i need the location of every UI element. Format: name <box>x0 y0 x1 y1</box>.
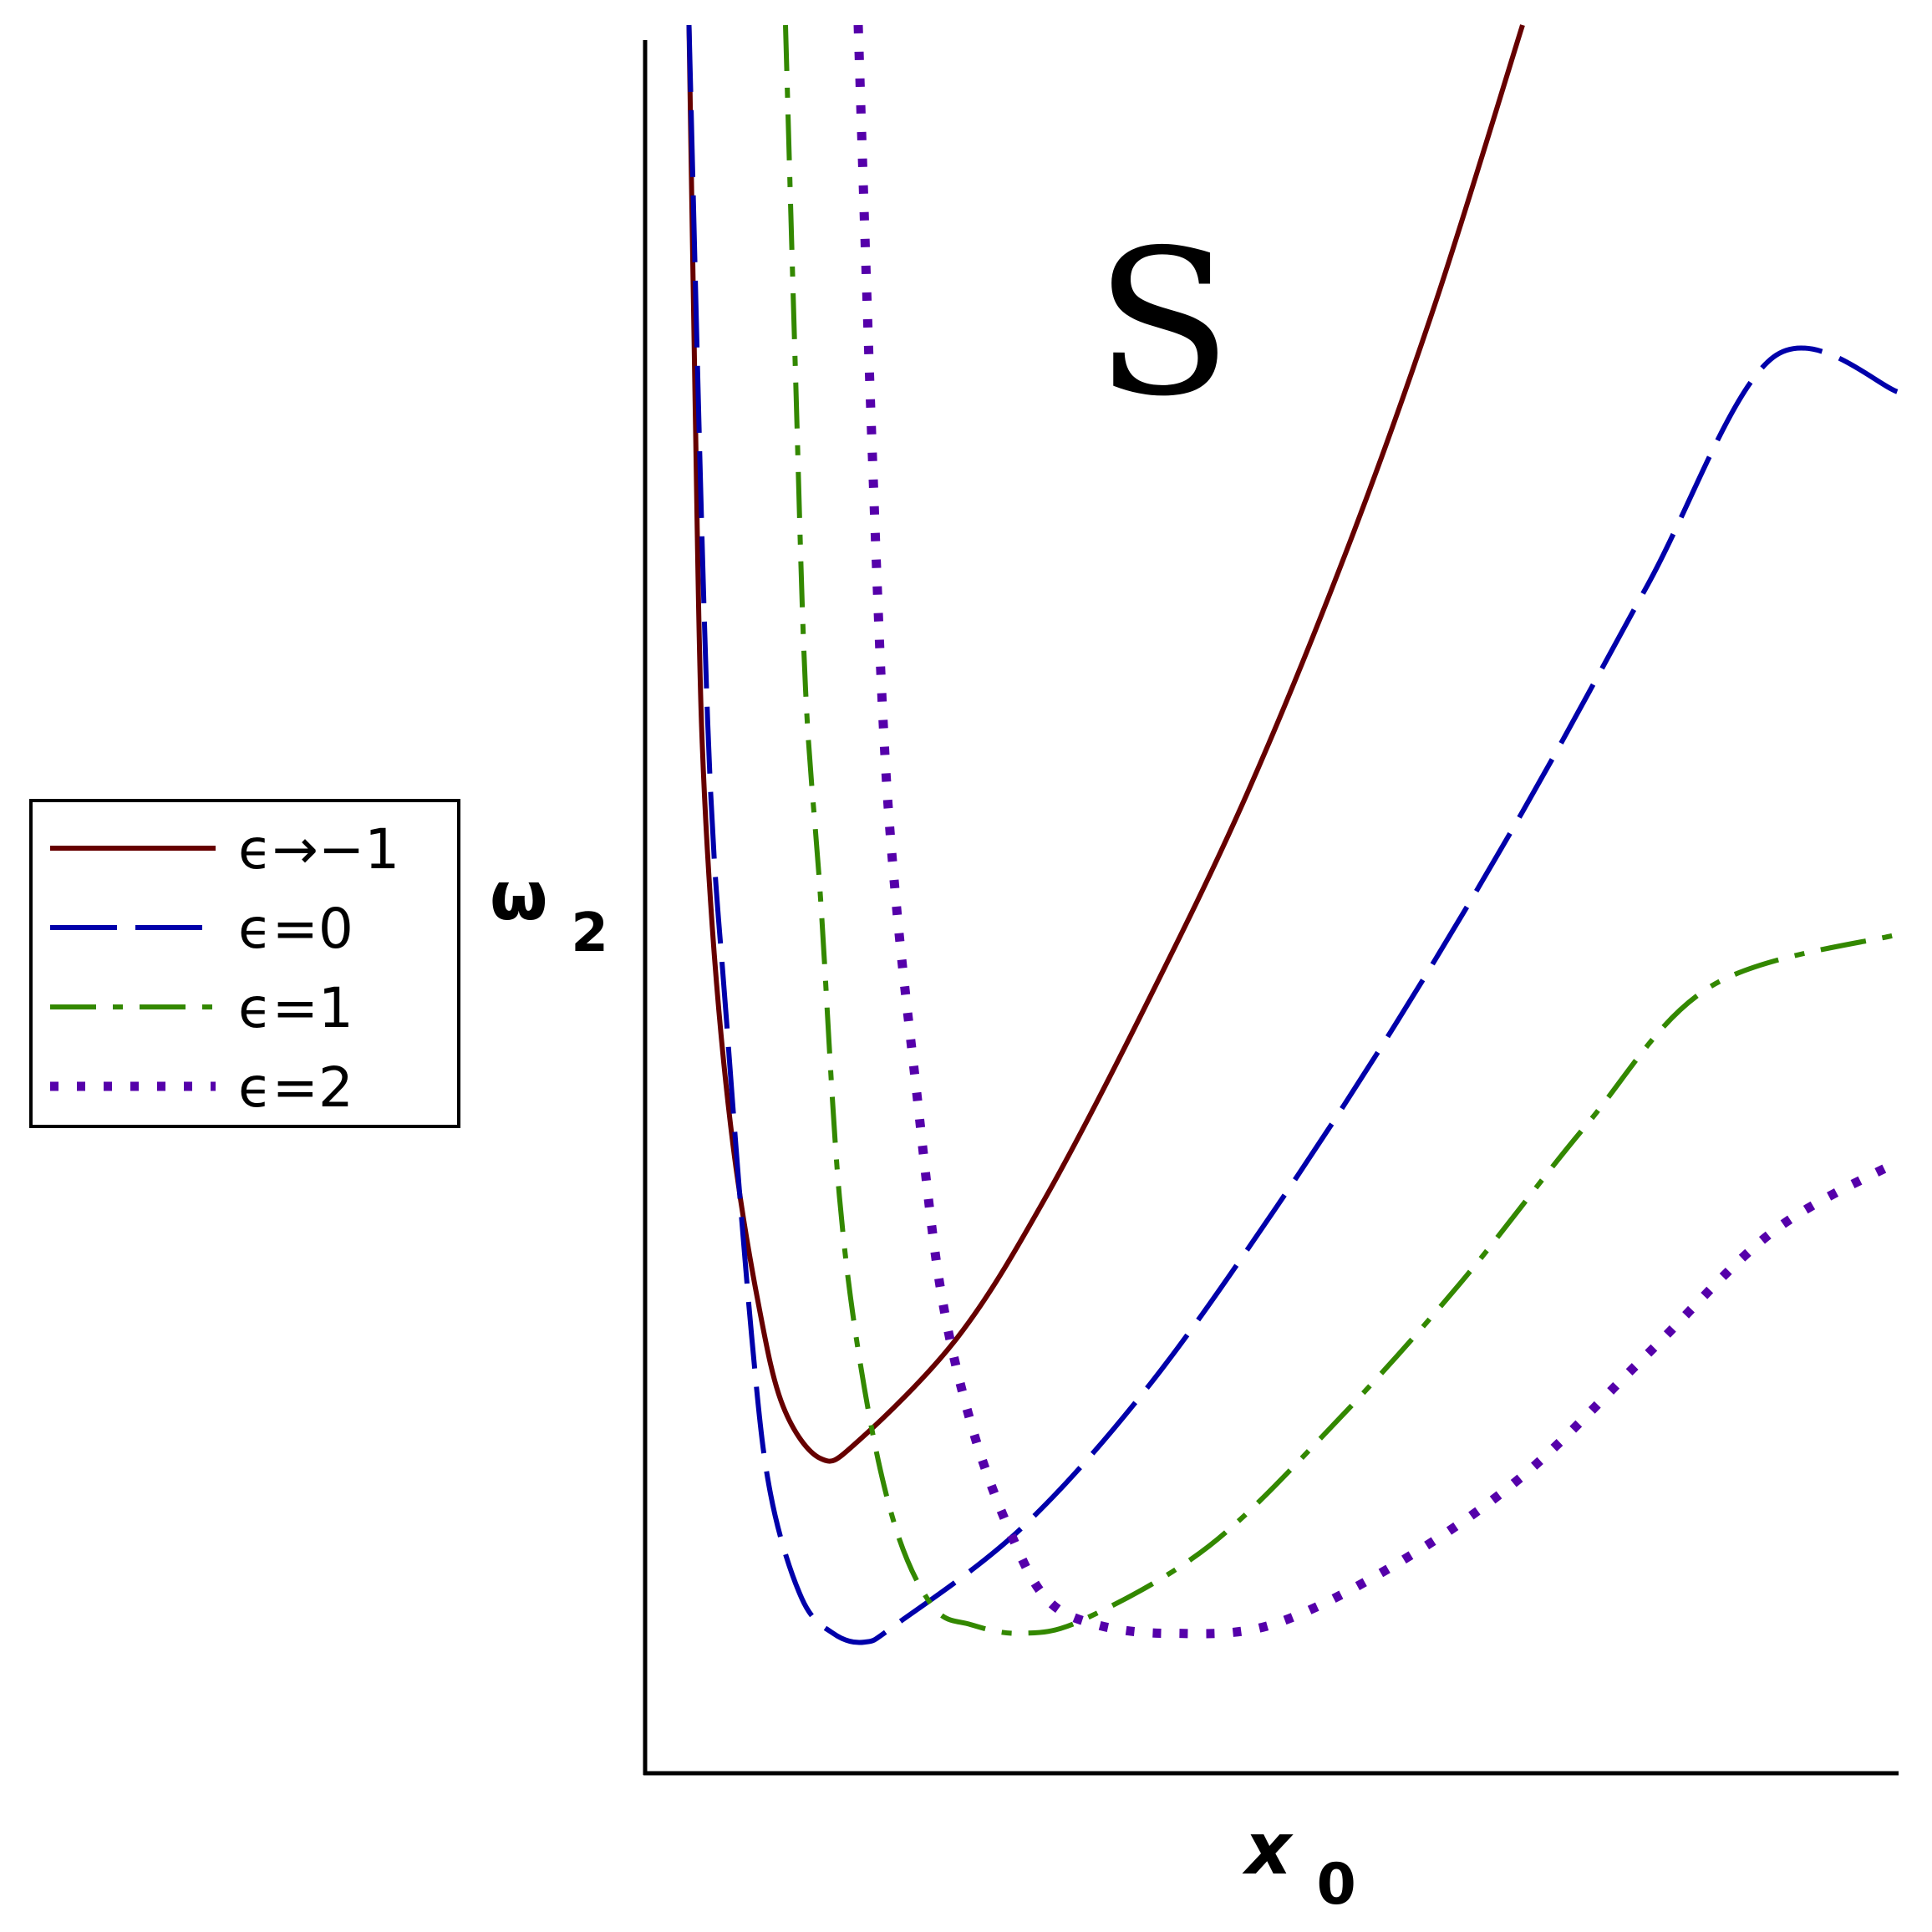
region-label: S <box>1095 206 1232 440</box>
legend-label-0: ϵ→−1 <box>238 817 399 882</box>
y-axis-label-sub: 2 <box>571 902 608 964</box>
series-line-0 <box>686 24 1525 1464</box>
x-axis-label: x 0 <box>1242 1807 1356 1918</box>
legend: ϵ→−1 ϵ=0 ϵ=1 ϵ=2 <box>29 799 460 1128</box>
legend-entries: ϵ→−1 ϵ=0 ϵ=1 ϵ=2 <box>50 817 399 1120</box>
series-line-3 <box>853 24 1901 1639</box>
y-axis-label-base: ω <box>490 857 548 935</box>
y-axis-label: ω 2 <box>490 857 608 964</box>
legend-label-2: ϵ=1 <box>238 976 353 1040</box>
legend-label-3: ϵ=2 <box>238 1055 353 1120</box>
x-axis-label-base: x <box>1242 1807 1294 1891</box>
series-line-2 <box>783 24 1899 1636</box>
legend-label-1: ϵ=0 <box>238 897 353 961</box>
series-layer <box>686 24 1901 1645</box>
x-axis-label-sub: 0 <box>1316 1852 1355 1918</box>
legend-box <box>29 799 460 1128</box>
series-line-1 <box>686 24 1900 1645</box>
